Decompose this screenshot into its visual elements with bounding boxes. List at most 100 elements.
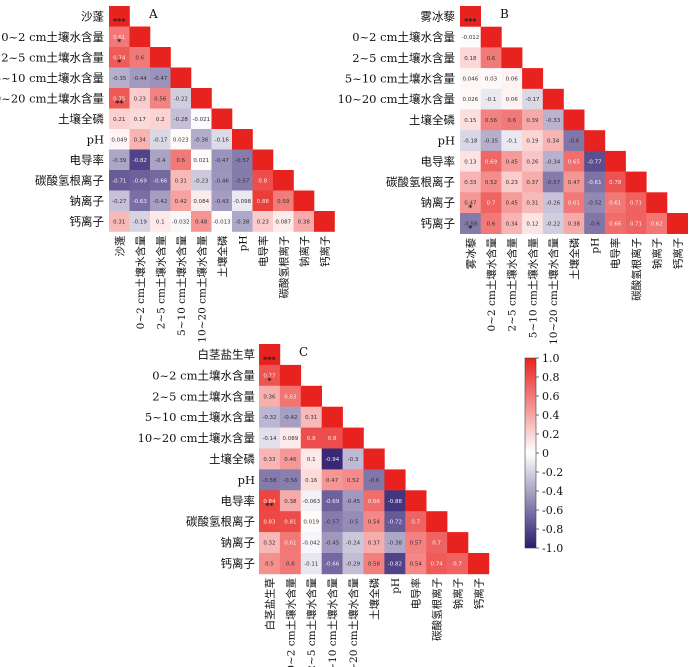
cell-value-label: -0.35 — [112, 76, 127, 82]
cell-value-label: -0.29 — [346, 561, 361, 567]
cell-value-label: -0.26 — [546, 201, 561, 207]
cell-value-label: 0.6 — [176, 158, 185, 164]
heatmap-cell — [279, 406, 302, 428]
cell-value-label: -0.4 — [155, 158, 166, 164]
cell-value-label: 0.66 — [609, 221, 622, 227]
heatmap-cell — [300, 406, 322, 428]
cell-value-label: 0.06 — [506, 76, 519, 82]
cell-value-label: -0.57 — [235, 178, 250, 184]
heatmap-cell — [321, 406, 343, 428]
heatmap-cell — [480, 47, 502, 69]
cell-value-label: 0.46 — [284, 457, 297, 463]
heatmap-cell — [129, 190, 151, 212]
heatmap-cell — [150, 88, 171, 109]
heatmap-cell — [480, 192, 502, 214]
cell-value-label: 0.1 — [307, 457, 316, 463]
heatmap-cell — [563, 109, 585, 131]
cell-value-label: 0.6 — [507, 118, 516, 124]
heatmap-cell — [300, 469, 322, 491]
heatmap-cell — [170, 88, 192, 109]
heatmap-cell — [542, 150, 564, 172]
cell-value-label: 0.54 — [410, 561, 423, 567]
heatmap-cell — [522, 88, 544, 110]
heatmap-cell — [480, 109, 502, 131]
cell-value-label: 0.21 — [113, 117, 125, 123]
heatmap-cell — [259, 406, 281, 428]
column-label: 土壤全磷 — [368, 577, 381, 619]
cell-value-label: -0.35 — [484, 139, 499, 145]
heatmap-cell — [109, 47, 130, 68]
cell-value-label: -0.22 — [546, 221, 560, 227]
heatmap-cell — [191, 129, 212, 150]
heatmap-cell — [191, 190, 212, 212]
cell-value-label: -0.61 — [587, 180, 601, 186]
cell-value-label: 0.77 — [263, 373, 276, 379]
cell-value-label: 0.7 — [432, 541, 441, 547]
heatmap-cell — [279, 490, 302, 512]
column-label: 电导率 — [609, 238, 622, 270]
heatmap-cell — [542, 88, 564, 110]
heatmap-cell — [150, 67, 171, 89]
cell-value-label: 0.57 — [410, 541, 423, 547]
cell-value-label: -0.63 — [133, 199, 148, 205]
column-label: 碳酸氢根离子 — [630, 238, 643, 301]
heatmap-cell — [405, 490, 427, 512]
heatmap-cell — [279, 427, 302, 449]
cell-value-label: -0.1 — [506, 139, 517, 145]
column-label: 土壤全磷 — [568, 237, 581, 279]
heatmap-cell — [129, 88, 151, 109]
cell-value-label: 0.084 — [193, 199, 209, 205]
heatmap-cell — [273, 170, 294, 191]
column-label: 碳酸氢根离子 — [431, 578, 444, 641]
heatmap-cell — [259, 490, 281, 512]
heatmap-cell — [342, 511, 364, 533]
cell-value-label: -0.38 — [235, 219, 250, 225]
cell-value-label: 0.47 — [326, 478, 339, 484]
cell-value-label: 0.03 — [485, 76, 498, 82]
cell-value-label: 0.18 — [464, 56, 477, 62]
column-label: pH — [590, 238, 602, 254]
column-label: 5~10 cm土壤水含量 — [326, 577, 339, 667]
cell-value-label: 0.087 — [275, 219, 291, 225]
column-label: 5~10 cm土壤水含量 — [175, 235, 188, 336]
heatmap-cell — [300, 511, 322, 533]
column-label: 2~5 cm土壤水含量 — [154, 235, 167, 329]
heatmap-cell — [501, 192, 523, 214]
heatmap-cell — [667, 213, 688, 234]
cell-value-label: 0.049 — [111, 137, 127, 143]
cell-value-label: 0.32 — [263, 541, 275, 547]
heatmap-cell — [252, 149, 274, 171]
heatmap-cell — [384, 553, 406, 575]
heatmap-cell — [321, 553, 343, 575]
heatmap-cell — [321, 511, 343, 533]
panel-label: B — [500, 7, 509, 21]
heatmap-cell — [259, 364, 281, 387]
heatmap-cell — [563, 150, 585, 172]
cell-value-label: -0.22 — [174, 96, 188, 102]
cell-value-label: -0.36 — [194, 137, 209, 143]
row-label: 土壤全磷 — [58, 112, 104, 126]
column-label: 雾冰藜 — [464, 237, 477, 269]
heatmap-cell — [405, 553, 427, 575]
heatmap-cell — [342, 532, 364, 554]
cell-value-label: 0.6 — [487, 221, 496, 227]
cell-value-label: 0.15 — [464, 118, 477, 124]
cell-value-label: 0.06 — [506, 97, 519, 103]
heatmap-cell — [447, 553, 469, 575]
heatmap-cell — [604, 213, 626, 234]
heatmap-cell — [460, 150, 481, 172]
heatmap-cell — [170, 149, 192, 171]
heatmap-cell — [384, 469, 406, 491]
heatmap-cell — [321, 469, 343, 491]
cell-value-label: -0.46 — [215, 178, 230, 184]
heatmap-cell — [563, 130, 585, 152]
heatmap-cell — [460, 213, 481, 234]
cell-value-label: 0.31 — [305, 415, 317, 421]
cell-value-label: -0.33 — [546, 118, 561, 124]
cell-value-label: 0.089 — [282, 436, 298, 442]
heatmap-cell — [384, 532, 406, 554]
heatmap-cell — [279, 364, 302, 387]
heatmap-cell — [480, 171, 502, 193]
cell-value-label: -0.71 — [112, 178, 126, 184]
